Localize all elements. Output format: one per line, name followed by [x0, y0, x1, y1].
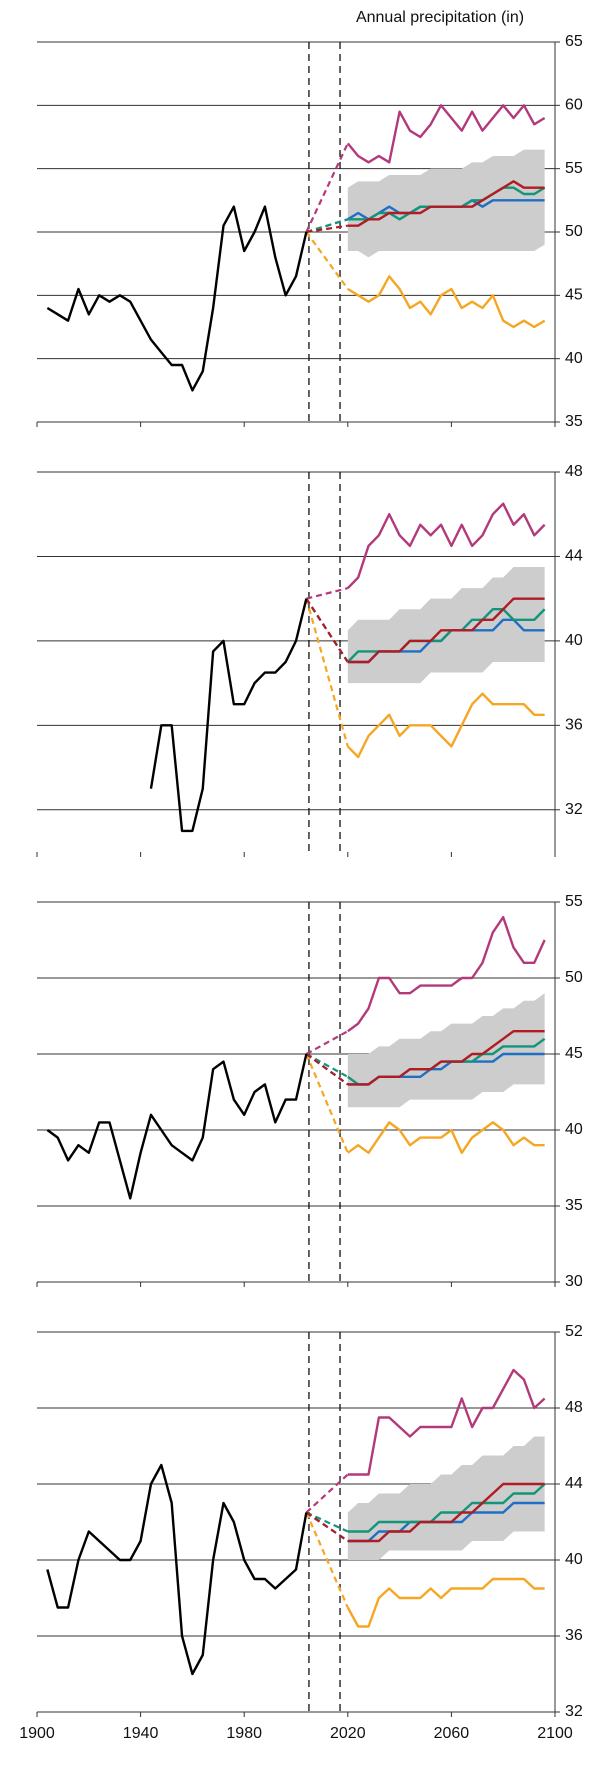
projection-connector: [305, 1512, 349, 1608]
uncertainty-band: [347, 993, 545, 1108]
y-tick-label: 32: [565, 1703, 583, 1720]
y-tick-label: 45: [565, 1045, 583, 1062]
y-tick-label: 30: [565, 1273, 583, 1290]
x-tick-label: 1900: [19, 1725, 55, 1742]
y-tick-label: 65: [565, 33, 583, 50]
y-tick-label: 32: [565, 801, 583, 818]
uncertainty-band: [347, 567, 545, 684]
y-tick-label: 40: [565, 1551, 583, 1568]
y-tick-label: 48: [565, 463, 583, 480]
y-tick-label: 55: [565, 893, 583, 910]
y-tick-label: 35: [565, 413, 583, 430]
projection-line: [347, 916, 546, 1033]
y-tick-label: 48: [565, 1399, 583, 1416]
projection-connector: [306, 218, 349, 234]
y-tick-label: 36: [565, 717, 583, 734]
x-tick-label: 2020: [330, 1725, 366, 1742]
projection-connector: [305, 1511, 349, 1542]
projection-connector: [305, 142, 349, 233]
projection-connector: [305, 1511, 349, 1533]
projection-connector: [306, 587, 349, 600]
y-tick-label: 36: [565, 1627, 583, 1644]
projection-connector: [305, 1030, 349, 1055]
projection-line: [347, 275, 546, 329]
y-tick-label: 44: [565, 1475, 583, 1492]
x-tick-label: 2060: [434, 1725, 470, 1742]
observed-line: [46, 205, 308, 392]
y-tick-label: 35: [565, 1197, 583, 1214]
projection-line: [347, 597, 545, 664]
x-tick-label: 2100: [537, 1725, 573, 1742]
projection-line: [347, 1368, 546, 1476]
projection-line: [347, 180, 545, 227]
y-tick-label: 40: [565, 1121, 583, 1138]
y-tick-label: 52: [565, 1323, 583, 1340]
projection-line: [347, 1030, 545, 1086]
projection-connector: [305, 598, 349, 747]
projection-connector: [306, 224, 348, 234]
y-tick-label: 60: [565, 97, 583, 114]
projection-connector: [305, 1053, 349, 1078]
projection-line: [346, 692, 545, 759]
y-tick-label: 40: [565, 350, 583, 367]
x-tick-label: 1980: [226, 1725, 262, 1742]
y-axis-title: Annual precipitation (in): [356, 9, 524, 26]
y-tick-label: 45: [565, 287, 583, 304]
projection-connector: [305, 598, 349, 663]
projection-connector: [305, 1053, 349, 1154]
observed-line: [46, 1053, 308, 1200]
y-tick-label: 50: [565, 223, 583, 240]
projection-line: [347, 1482, 545, 1543]
projection-line: [346, 502, 546, 589]
x-tick-label: 1940: [123, 1725, 159, 1742]
projection-connector: [305, 231, 349, 290]
y-tick-label: 50: [565, 969, 583, 986]
projection-line: [347, 1483, 546, 1533]
projection-connector: [305, 1473, 349, 1514]
y-tick-label: 55: [565, 160, 583, 177]
projection-line: [346, 1577, 545, 1628]
observed-line: [149, 598, 308, 833]
y-tick-label: 40: [565, 632, 583, 649]
projection-line: [347, 1121, 545, 1154]
uncertainty-band: [347, 1436, 545, 1560]
projection-line: [346, 104, 546, 164]
uncertainty-band: [347, 149, 545, 258]
projection-connector: [305, 1053, 349, 1086]
observed-line: [46, 1463, 308, 1676]
y-tick-label: 44: [565, 548, 583, 565]
